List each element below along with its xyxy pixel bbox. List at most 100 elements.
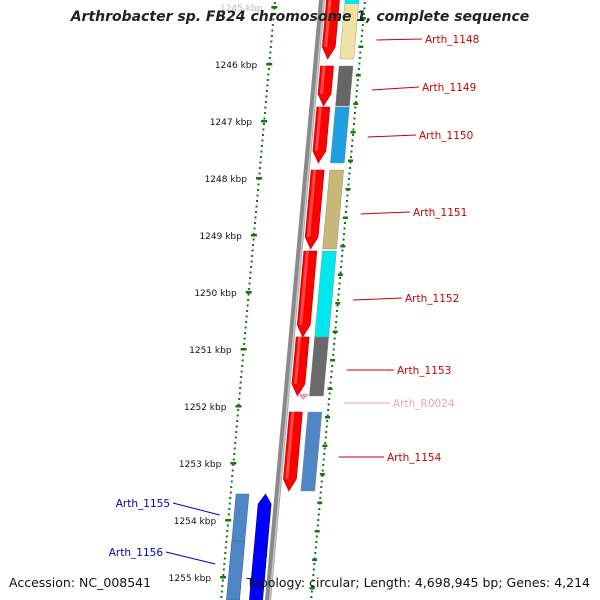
ruler-dot-left <box>246 310 249 312</box>
genes <box>226 0 360 600</box>
gene-label-Arth_1149[interactable]: Arth_1149 <box>422 82 476 94</box>
kbp-label: 1247 kbp <box>210 118 253 128</box>
accession-label: Accession: <box>9 575 76 590</box>
ruler-dot-left <box>264 106 267 109</box>
ruler-dot-right <box>363 2 366 4</box>
ruler-dot-left <box>221 579 224 582</box>
kbp-tick-mark <box>255 177 262 180</box>
gene-label-Arth_1156[interactable]: Arth_1156 <box>109 547 164 559</box>
ruler-dot-left <box>252 238 255 241</box>
ruler-dot-right <box>316 524 319 527</box>
genome-summary: Topology: circular; Length: 4,698,945 bp… <box>246 575 590 590</box>
cds-arrow-Arth_1156[interactable] <box>249 540 268 600</box>
ruler-dot-left <box>247 293 250 296</box>
feature-box-Arth_1150[interactable] <box>330 106 350 164</box>
ruler-dot-left <box>241 359 244 362</box>
kbp-ticks: 1245 kbp 1246 kbp 1247 kbp 1248 kbp 1249 kbp… <box>169 4 366 590</box>
label-leader <box>352 297 403 301</box>
gene-label-Arth_R0024[interactable]: Arth_R0024 <box>393 398 455 410</box>
ruler-dot-left <box>226 524 229 527</box>
ruler-dot-right <box>318 508 321 510</box>
ruler-dot-right <box>351 139 354 142</box>
ruler-dot-right <box>350 150 353 153</box>
ruler-dot-left <box>234 436 237 439</box>
kbp-tick-mark <box>271 6 278 9</box>
minor-tick-mark <box>337 273 343 276</box>
feature-box-Arth_1152[interactable] <box>314 250 337 338</box>
ruler-dot-left <box>252 244 255 246</box>
ruler-dot-left <box>231 475 234 477</box>
minor-tick-mark <box>360 17 366 20</box>
ruler-dot-left <box>255 205 258 208</box>
ruler-dot-right <box>332 354 335 356</box>
minor-tick-mark <box>327 387 333 390</box>
ruler-dot-right <box>327 409 330 411</box>
cds-arrow-Arth_1150[interactable] <box>312 106 331 164</box>
ruler-dot-left <box>260 145 263 147</box>
ruler-dot-right <box>348 167 351 169</box>
feature-box-Arth_1148[interactable] <box>339 0 360 60</box>
feature-box-Arth_1149[interactable] <box>335 65 354 107</box>
ruler-dot-right <box>334 326 337 329</box>
ruler-dot-right <box>313 563 316 565</box>
ruler-dot-left <box>255 211 258 213</box>
ruler-dot-right <box>333 337 336 340</box>
ruler-dot-right <box>345 205 348 208</box>
kbp-label: 1248 kbp <box>205 175 248 185</box>
ruler-dot-right <box>353 112 356 114</box>
ruler-dot-left <box>240 370 243 373</box>
ruler-dot-left <box>238 392 241 395</box>
ruler-dot-left <box>256 189 259 191</box>
kbp-tick-mark <box>266 63 273 66</box>
ruler-dot-left <box>241 365 244 367</box>
ruler-dot-right <box>344 222 347 224</box>
ruler-dot-left <box>244 326 247 329</box>
cds-arrow-Arth_1149[interactable] <box>317 65 334 107</box>
minor-tick-mark <box>324 416 330 419</box>
ruler-dot-right <box>336 304 339 307</box>
feature-box-Arth_1151[interactable] <box>322 169 344 250</box>
ruler-dot-left <box>265 90 268 92</box>
ruler-dot-right <box>347 183 350 186</box>
ruler-dot-right <box>323 453 326 455</box>
feature-box-Arth_1156[interactable] <box>226 540 246 600</box>
ruler-dot-left <box>253 227 256 230</box>
ruler-dot-left <box>272 13 275 15</box>
gene-label-Arth_1154[interactable]: Arth_1154 <box>387 452 442 464</box>
ruler-dot-left <box>223 557 226 560</box>
ruler-dot-left <box>258 167 261 169</box>
cds-arrow-Arth_1153[interactable] <box>291 336 310 397</box>
kbp-label: 1249 kbp <box>199 232 242 242</box>
gene-label-Arth_1148[interactable]: Arth_1148 <box>425 34 479 46</box>
ruler-dot-left <box>226 530 229 532</box>
trna-marker[interactable] <box>297 394 310 400</box>
ruler-dot-right <box>324 436 327 439</box>
kbp-label: 1250 kbp <box>194 289 237 299</box>
ruler-dot-left <box>235 425 238 428</box>
cds-highlight <box>324 0 332 47</box>
gene-label-Arth_1153[interactable]: Arth_1153 <box>397 365 451 377</box>
label-leader <box>376 38 423 41</box>
gene-label-Arth_1152[interactable]: Arth_1152 <box>405 293 459 305</box>
ruler-dot-left <box>245 321 248 323</box>
ruler-dot-left <box>236 420 239 422</box>
label-leader <box>172 502 220 516</box>
kbp-label: 1251 kbp <box>189 346 232 356</box>
gene-label-Arth_1150[interactable]: Arth_1150 <box>419 130 473 142</box>
ruler-dot-left <box>229 497 232 499</box>
minor-tick-mark <box>332 330 338 333</box>
gene-label-Arth_1155[interactable]: Arth_1155 <box>116 498 170 510</box>
backbone-highlight <box>269 0 325 600</box>
ruler-dot-left <box>225 535 228 538</box>
gene-labels: Arth_1148 Arth_1149 Arth_1150 Arth_1151 Arth… <box>109 34 479 565</box>
ruler-dot-left <box>269 46 272 48</box>
gene-label-Arth_1151[interactable]: Arth_1151 <box>413 207 467 219</box>
ruler-dot-left <box>222 574 225 576</box>
feature-box-Arth_1153[interactable] <box>309 336 329 397</box>
feature-box-Arth_1154[interactable] <box>300 411 323 492</box>
ruler-dot-left <box>271 29 274 32</box>
ruler-dot-left <box>220 590 223 593</box>
ruler-dot-right <box>310 596 313 598</box>
ruler-dot-left <box>235 431 238 433</box>
ruler-dot-left <box>262 123 265 125</box>
